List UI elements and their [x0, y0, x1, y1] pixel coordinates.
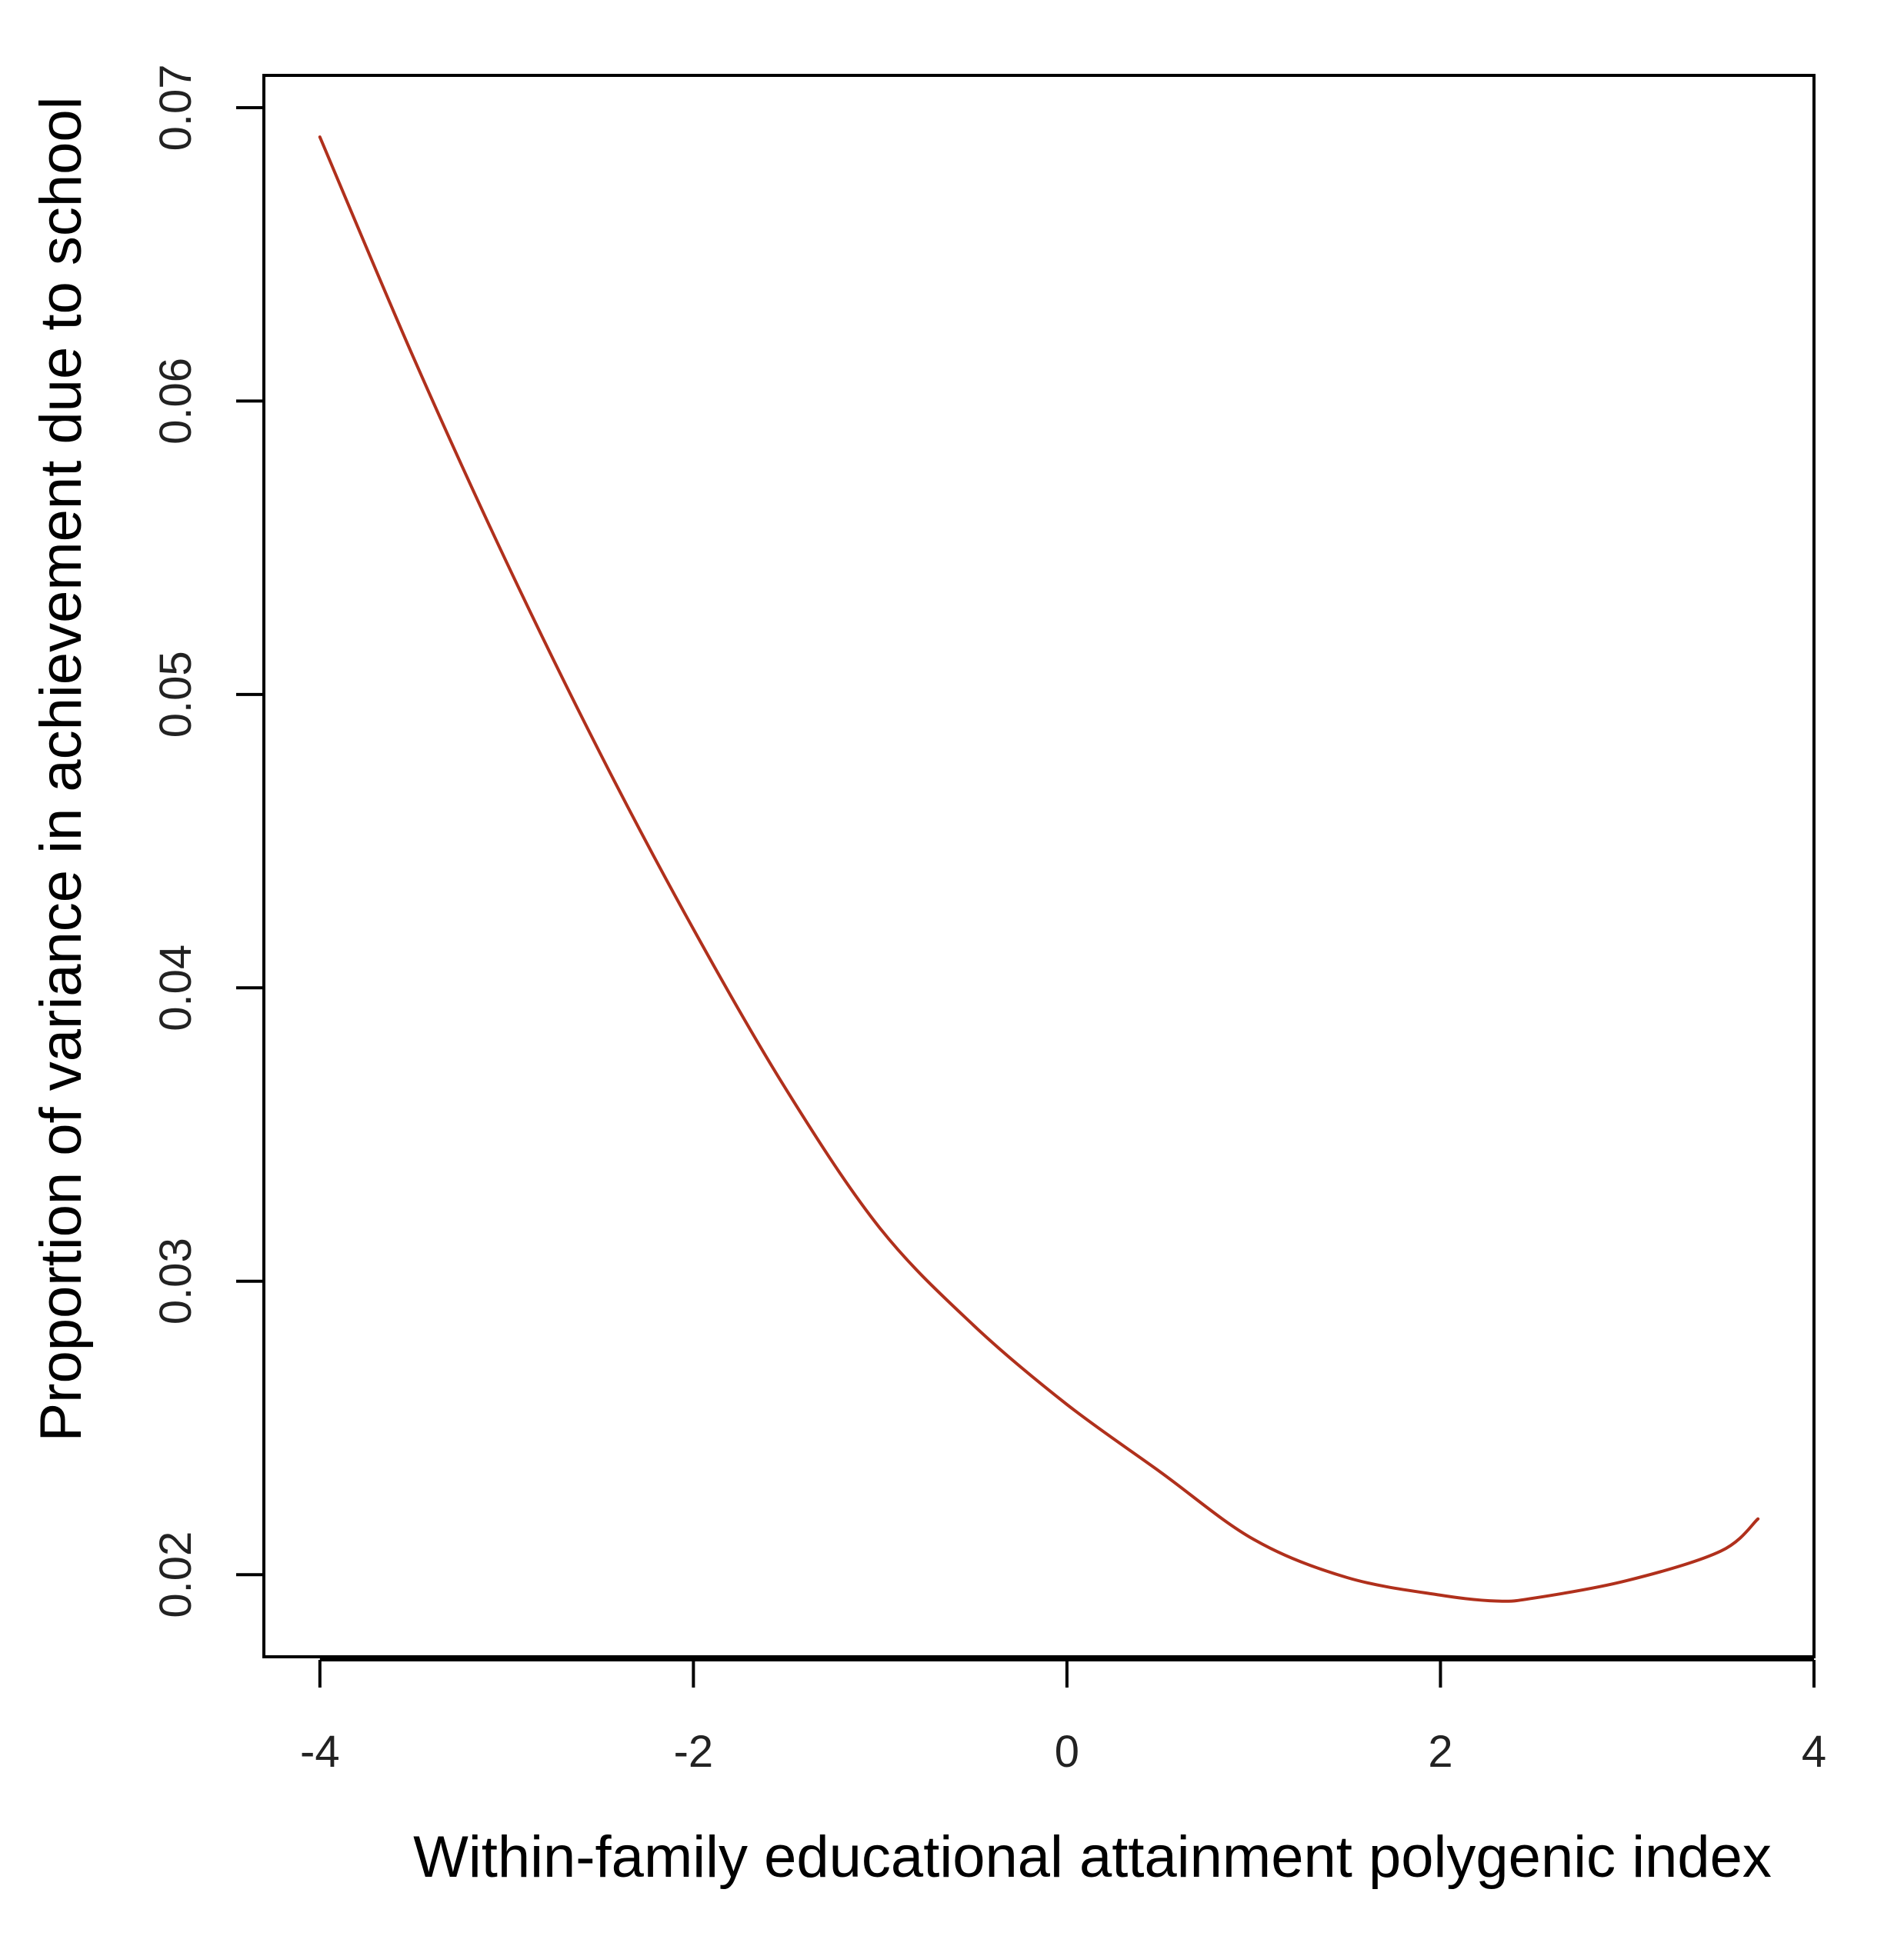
y-axis: 0.02 0.03 0.04 0.05 0.06 0.07	[151, 65, 264, 1618]
plot-frame	[262, 74, 1816, 1658]
x-tick-label: 2	[1428, 1727, 1452, 1777]
x-tick-label: 0	[1055, 1727, 1079, 1777]
x-tick-label: -4	[300, 1727, 340, 1777]
y-tick-label: 0.06	[151, 358, 201, 445]
y-tick-label: 0.04	[151, 945, 201, 1031]
y-tick-label: 0.07	[151, 65, 201, 152]
x-tick-label: -2	[674, 1727, 714, 1777]
y-tick-label: 0.02	[151, 1531, 201, 1618]
x-axis-label: Within-family educational attainment pol…	[413, 1824, 1772, 1890]
series-line	[318, 135, 1760, 1603]
x-axis: -4 -2 0 2 4	[300, 1658, 1826, 1777]
y-tick-label: 0.05	[151, 651, 201, 738]
y-axis-label: Proportion of variance in achievement du…	[28, 96, 94, 1441]
y-tick-label: 0.03	[151, 1238, 201, 1325]
x-tick-label: 4	[1802, 1727, 1826, 1777]
series-layer	[318, 135, 1760, 1603]
